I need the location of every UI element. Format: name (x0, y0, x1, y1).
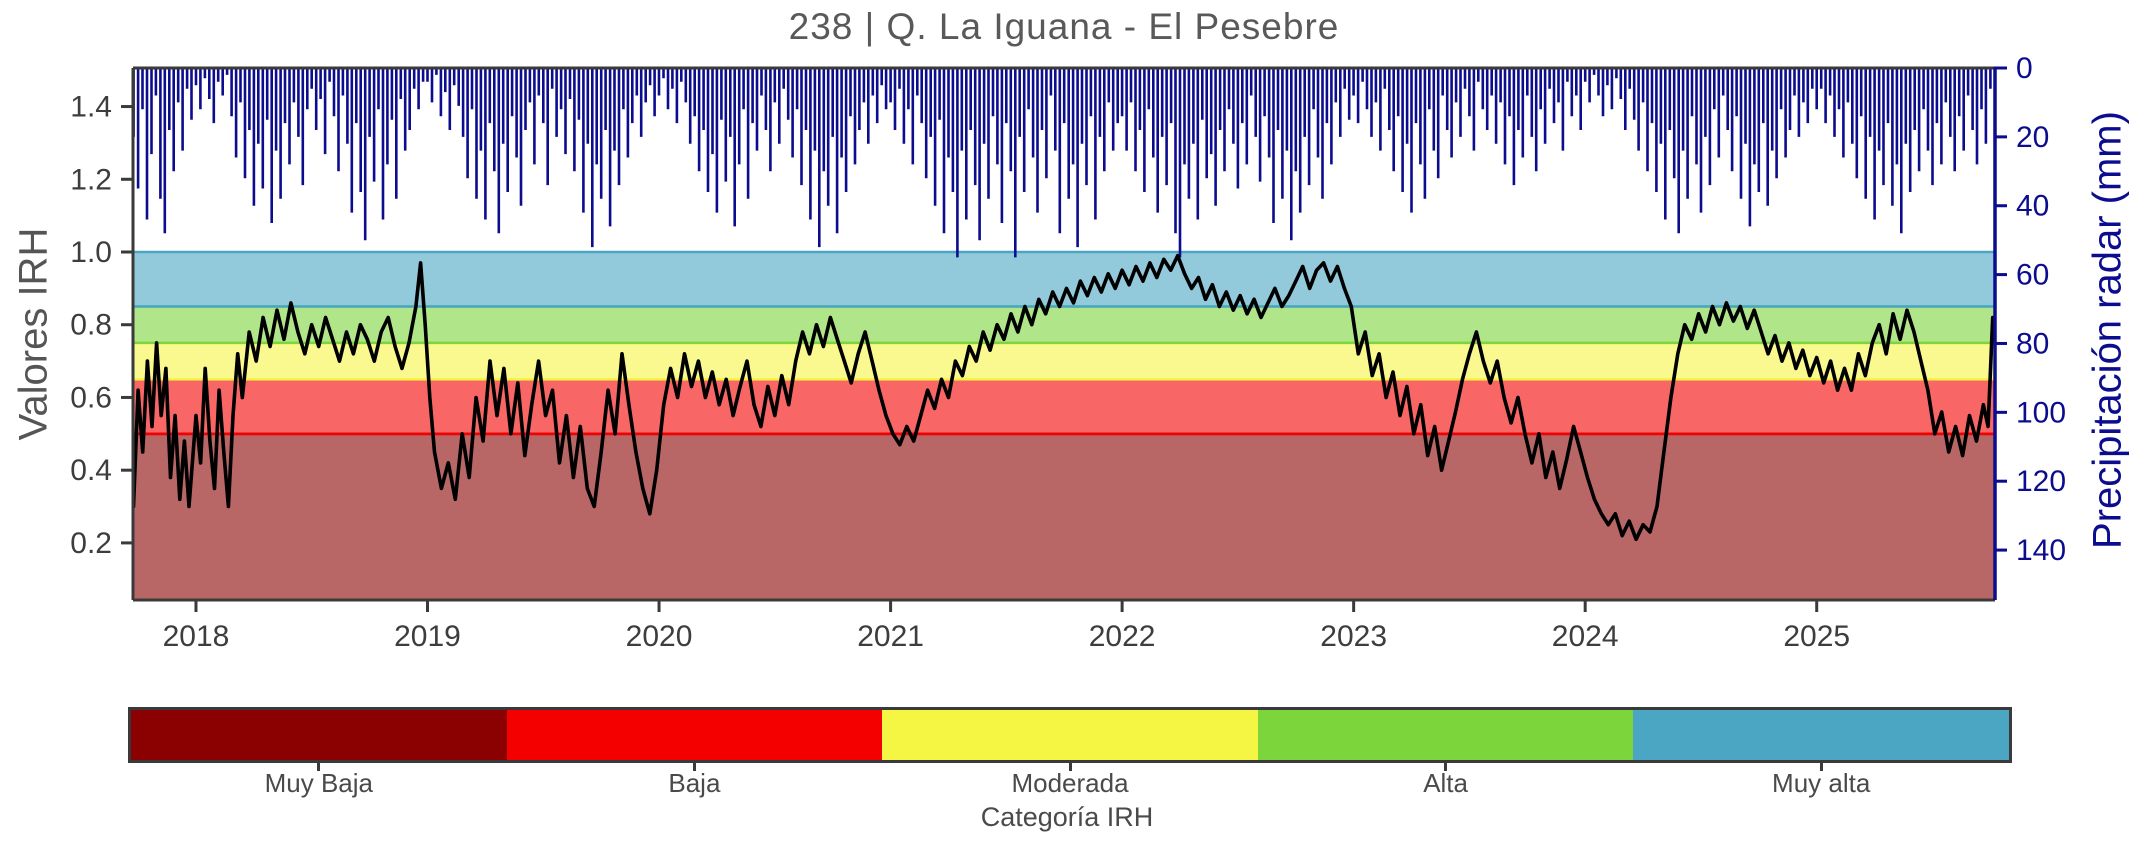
x-tick-label: 2022 (1089, 620, 1156, 653)
colorbar-category-label: Muy Baja (264, 768, 373, 798)
x-tick-label: 2020 (626, 620, 693, 653)
x-tick-label: 2023 (1320, 620, 1387, 653)
x-tick-label: 2025 (1783, 620, 1850, 653)
irh-band (133, 342, 1995, 380)
irh-line (131, 253, 1995, 542)
colorbar-axis-label: Categoría IRH (980, 802, 1154, 832)
x-tick-label: 2021 (857, 620, 924, 653)
left-tick-label: 0.6 (70, 381, 112, 414)
colorbar-segment (1257, 710, 1634, 760)
colorbar-segment (882, 710, 1258, 760)
chart-title: 238 | Q. La Iguana - El Pesebre (788, 6, 1340, 47)
colorbar-tick (1444, 760, 1448, 771)
colorbar-tick (692, 760, 696, 771)
left-tick-label: 0.4 (70, 454, 112, 487)
colorbar-category-label: Muy alta (1772, 768, 1871, 798)
colorbar-tick (317, 760, 321, 771)
category-colorbar (128, 707, 2012, 763)
x-tick-label: 2019 (394, 620, 461, 653)
x-tick-label: 2018 (163, 620, 230, 653)
irh-band (133, 433, 1995, 600)
right-tick-label: 60 (2016, 259, 2049, 292)
right-tick-label: 120 (2016, 465, 2066, 498)
colorbar-tick (1068, 760, 1072, 771)
colorbar-segment (1633, 710, 2009, 760)
right-tick-label: 40 (2016, 190, 2049, 223)
colorbar-segment (131, 710, 507, 760)
colorbar-tick (1819, 760, 1823, 771)
right-tick-label: 140 (2016, 534, 2066, 567)
precip-bars (132, 68, 1997, 258)
right-tick-label: 20 (2016, 121, 2049, 154)
left-tick-label: 1.4 (70, 91, 112, 124)
right-tick-label: 100 (2016, 396, 2066, 429)
right-tick-label: 0 (2016, 52, 2033, 85)
colorbar-segment (506, 710, 883, 760)
colorbar-category-label: Baja (668, 768, 721, 798)
left-tick-label: 1.2 (70, 163, 112, 196)
irh-band (133, 379, 1995, 434)
colorbar-category-label: Alta (1423, 768, 1468, 798)
left-tick-label: 0.2 (70, 527, 112, 560)
x-tick-label: 2024 (1552, 620, 1619, 653)
colorbar-category-label: Moderada (1011, 768, 1129, 798)
right-tick-label: 80 (2016, 327, 2049, 360)
left-tick-label: 0.8 (70, 309, 112, 342)
left-tick-label: 1.0 (70, 236, 112, 269)
